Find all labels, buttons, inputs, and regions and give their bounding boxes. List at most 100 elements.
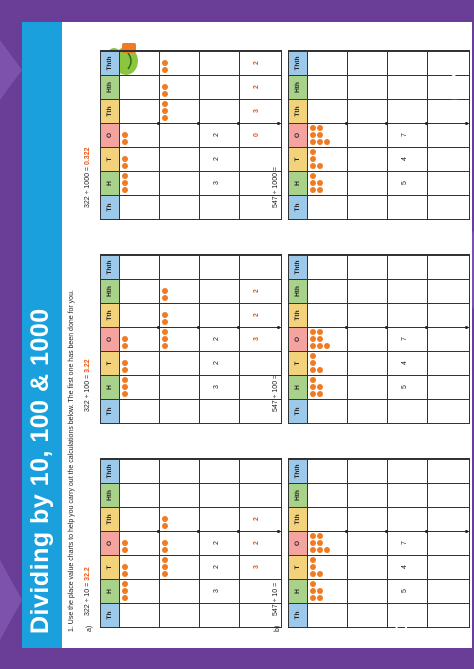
column-cells	[307, 375, 469, 399]
digit-before: 5	[401, 181, 408, 185]
counter-dot	[162, 312, 168, 318]
counter-dot	[122, 343, 128, 349]
counter-dot	[162, 67, 168, 73]
counter-dot	[162, 547, 168, 553]
digit-before: 2	[213, 361, 220, 365]
column-header: Hth	[101, 75, 120, 99]
column-header: H	[289, 579, 308, 603]
digit-before: 3	[213, 385, 220, 389]
counter-dot	[317, 533, 323, 539]
counter-dot	[162, 108, 168, 114]
place-value-chart: Th H T O Tth Hth Thth 5 4 7	[288, 254, 470, 424]
column-cells	[119, 399, 281, 423]
digit-before: 2	[213, 133, 220, 137]
counter-dot	[122, 367, 128, 373]
column-header: Th	[101, 399, 120, 423]
digit-before: 2	[213, 541, 220, 545]
column-cells	[307, 147, 469, 171]
counter-dot	[122, 187, 128, 193]
decimal-point	[157, 326, 160, 329]
column-header: Thth	[101, 255, 120, 279]
counter-dot	[310, 139, 316, 145]
calculation-text: 547 ÷ 10 =	[272, 583, 279, 616]
counter-dot	[317, 132, 323, 138]
place-value-chart: Th H T O Tth Hth Thth 3 2 2 3 2 2	[100, 254, 282, 424]
counter-dot	[310, 343, 316, 349]
counter-dot	[122, 384, 128, 390]
column-header: O	[289, 123, 308, 147]
digit-before: 4	[401, 361, 408, 365]
counter-dot	[122, 588, 128, 594]
digit-before: 2	[213, 157, 220, 161]
calculation-panel: a) 322 ÷ 10 = 32.2 Th H T O Tth Hth Thth 3 2 2 3 2 2	[84, 452, 282, 632]
calculation-panel: 547 ÷ 1000 = Th H T O Tth Hth Thth 5 4 7	[272, 44, 470, 224]
row-divider	[239, 51, 240, 219]
digit-after: 0	[253, 133, 260, 137]
counter-dot	[162, 60, 168, 66]
column-header: O	[289, 531, 308, 555]
counter-dot	[310, 125, 316, 131]
page-title: Dividing by 10, 100 & 1000	[26, 308, 54, 634]
row-divider	[347, 255, 348, 423]
column-cells	[307, 279, 469, 303]
row-divider	[427, 51, 428, 219]
counter-dot	[317, 329, 323, 335]
decimal-point	[465, 122, 468, 125]
instruction-text: 1. Use the place value charts to help yo…	[68, 290, 75, 632]
counter-dot	[310, 595, 316, 601]
column-cells	[307, 327, 469, 351]
calculation-question: 322 ÷ 10 =	[84, 580, 91, 616]
counter-dot	[310, 367, 316, 373]
counter-dot	[310, 180, 316, 186]
column-header: Thth	[101, 459, 120, 483]
counter-dot	[317, 125, 323, 131]
column-header: Tth	[101, 303, 120, 327]
decimal-point	[237, 530, 240, 533]
counter-dot	[122, 173, 128, 179]
column-header: Hth	[289, 483, 308, 507]
row-divider	[239, 459, 240, 627]
column-header: H	[101, 579, 120, 603]
column-header: Th	[101, 195, 120, 219]
digit-after: 3	[253, 337, 260, 341]
decimal-point	[157, 530, 160, 533]
counter-dot	[122, 360, 128, 366]
column-cells	[119, 603, 281, 627]
column-header: Th	[101, 603, 120, 627]
decimal-point	[385, 326, 388, 329]
decimal-point	[465, 530, 468, 533]
calculation-answer: 3.22	[84, 359, 91, 373]
row-divider	[387, 459, 388, 627]
decimal-point	[157, 122, 160, 125]
counter-dot	[310, 557, 316, 563]
worksheet: 1. Use the place value charts to help yo…	[62, 22, 472, 648]
column-header: O	[101, 327, 120, 351]
place-value-chart: Th H T O Tth Hth Thth 5 4 7	[288, 458, 470, 628]
calculation-question: 547 ÷ 10 =	[272, 582, 279, 616]
column-cells	[119, 459, 281, 483]
counter-dot	[310, 173, 316, 179]
counter-dot	[317, 540, 323, 546]
counter-dot	[162, 516, 168, 522]
counter-dot	[162, 523, 168, 529]
row-divider	[199, 255, 200, 423]
decimal-point	[345, 326, 348, 329]
column-header: Th	[289, 603, 308, 627]
counter-dot	[317, 336, 323, 342]
counter-dot	[162, 295, 168, 301]
counter-dot	[310, 360, 316, 366]
counter-dot	[310, 588, 316, 594]
column-cells	[307, 555, 469, 579]
column-cells	[119, 351, 281, 375]
calculation-text: 322 ÷ 1000 = 0.322	[84, 148, 91, 209]
column-cells	[307, 51, 469, 75]
column-cells	[119, 483, 281, 507]
column-header: Thth	[101, 51, 120, 75]
decimal-point	[197, 326, 200, 329]
poster-canvas: Dividing by 10, 100 & 1000 1. Use the pl…	[22, 22, 472, 648]
column-cells	[119, 255, 281, 279]
column-header: T	[289, 147, 308, 171]
counter-dot	[162, 329, 168, 335]
column-cells	[307, 255, 469, 279]
column-cells	[307, 195, 469, 219]
